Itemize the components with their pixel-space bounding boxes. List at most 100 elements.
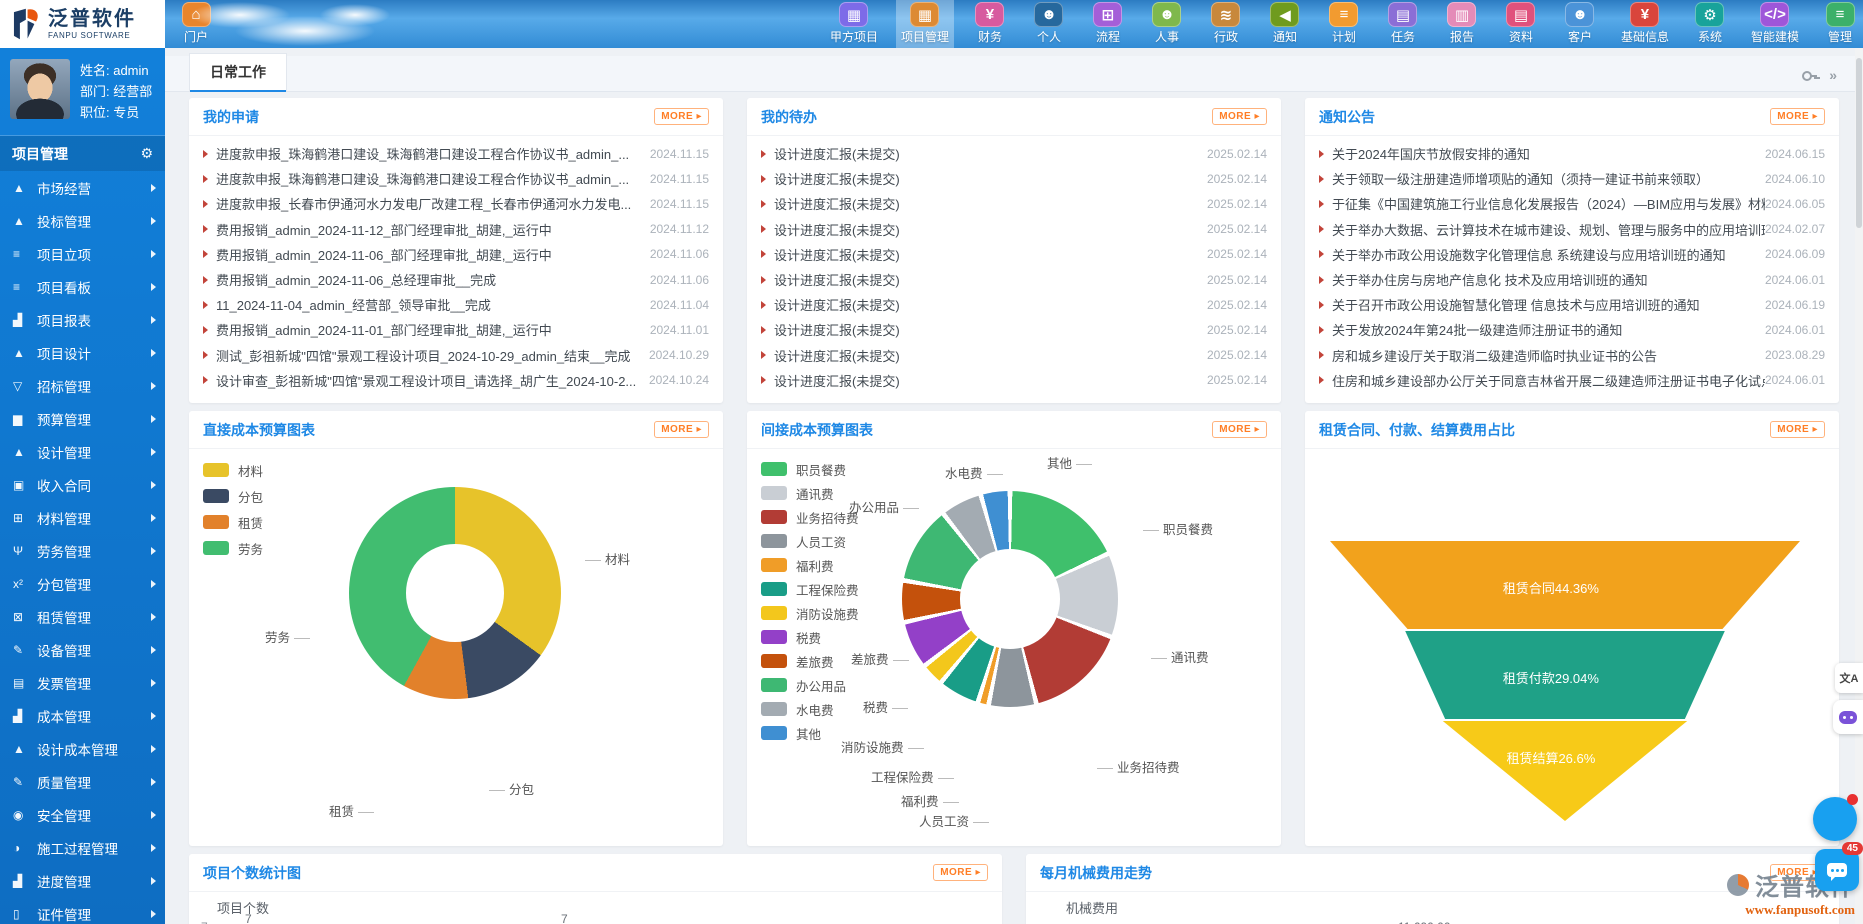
list-item[interactable]: 关于领取一级注册建造师增项贴的通知（须持一建证书前来领取） 2024.06.10	[1319, 166, 1825, 191]
funnel-segment[interactable]	[1330, 721, 1800, 821]
sidebar-menu-item[interactable]: ▟ 成本管理	[0, 699, 165, 732]
top-nav-item[interactable]: ☻ 个人	[1026, 0, 1072, 48]
legend-item[interactable]: 办公用品	[761, 673, 859, 697]
top-nav-item[interactable]: ▦ 项目管理	[896, 0, 954, 48]
list-item[interactable]: 关于2024年国庆节放假安排的通知 2024.06.15	[1319, 141, 1825, 166]
list-item[interactable]: 关于举办住房与房地产信息化 技术及应用培训班的通知 2024.06.01	[1319, 267, 1825, 292]
sidebar-menu-item[interactable]: ▤ 发票管理	[0, 666, 165, 699]
sidebar-menu-item[interactable]: ▯ 证件管理	[0, 897, 165, 924]
tab-daily-work[interactable]: 日常工作	[189, 53, 287, 91]
sidebar-menu-item[interactable]: ⊠ 租赁管理	[0, 600, 165, 633]
sidebar-menu-item[interactable]: ✎ 质量管理	[0, 765, 165, 798]
list-item[interactable]: 设计进度汇报(未提交) 2025.02.14	[761, 368, 1267, 393]
sidebar-menu-item[interactable]: ▲ 设计成本管理	[0, 732, 165, 765]
more-button[interactable]: MORE ▸	[1212, 421, 1267, 438]
list-item[interactable]: 设计进度汇报(未提交) 2025.02.14	[761, 166, 1267, 191]
more-button[interactable]: MORE ▸	[654, 108, 709, 125]
list-item[interactable]: 住房和城乡建设部办公厅关于同意吉林省开展二级建造师注册证书电子化试点... 20…	[1319, 368, 1825, 393]
chatbot-widget[interactable]	[1833, 700, 1863, 734]
sidebar-menu-item[interactable]: ◉ 安全管理	[0, 798, 165, 831]
list-item[interactable]: 设计进度汇报(未提交) 2025.02.14	[761, 317, 1267, 342]
list-item[interactable]: 关于发放2024年第24批一级建造师注册证书的通知 2024.06.01	[1319, 317, 1825, 342]
legend-item[interactable]: 人员工资	[761, 529, 859, 553]
list-item[interactable]: 费用报销_admin_2024-11-06_总经理审批__完成 2024.11.…	[203, 267, 709, 292]
top-nav-item[interactable]: ◀ 通知	[1262, 0, 1308, 48]
list-item[interactable]: 设计进度汇报(未提交) 2025.02.14	[761, 242, 1267, 267]
sidebar-menu-item[interactable]: ▆ 预算管理	[0, 402, 165, 435]
scrollbar-thumb[interactable]	[1856, 58, 1862, 228]
sidebar-menu-item[interactable]: ▟ 进度管理	[0, 864, 165, 897]
legend-item[interactable]: 水电费	[761, 697, 859, 721]
gear-icon[interactable]: ⚙	[140, 145, 153, 162]
top-nav-item[interactable]: ☻ 客户	[1557, 0, 1603, 48]
nav-portal[interactable]: ⌂ 门户	[173, 0, 219, 48]
sidebar-menu-item[interactable]: Ψ 劳务管理	[0, 534, 165, 567]
legend-item[interactable]: 劳务	[203, 535, 263, 561]
list-item[interactable]: 设计进度汇报(未提交) 2025.02.14	[761, 292, 1267, 317]
key-icon[interactable]	[1801, 67, 1817, 83]
translate-widget[interactable]: 文A	[1835, 663, 1863, 693]
legend-item[interactable]: 福利费	[761, 553, 859, 577]
sidebar-menu-item[interactable]: x² 分包管理	[0, 567, 165, 600]
list-item[interactable]: 费用报销_admin_2024-11-06_部门经理审批_胡建,_运行中 202…	[203, 242, 709, 267]
sidebar-menu-item[interactable]: ≡ 项目看板	[0, 270, 165, 303]
funnel[interactable]: 租赁合同44.36% 租赁付款29.04% 租赁结算26.6%	[1330, 541, 1800, 826]
list-item[interactable]: 设计进度汇报(未提交) 2025.02.14	[761, 141, 1267, 166]
sidebar-menu-item[interactable]: ▲ 市场经营	[0, 171, 165, 204]
list-item[interactable]: 关于举办大数据、云计算技术在城市建设、规划、管理与服务中的应用培训班... 20…	[1319, 217, 1825, 242]
legend-item[interactable]: 业务招待费	[761, 505, 859, 529]
top-nav-item[interactable]: ⊞ 流程	[1085, 0, 1131, 48]
legend-item[interactable]: 差旅费	[761, 649, 859, 673]
sidebar-menu-item[interactable]: ⊞ 材料管理	[0, 501, 165, 534]
legend-item[interactable]: 税费	[761, 625, 859, 649]
sidebar-menu-item[interactable]: ≡ 项目立项	[0, 237, 165, 270]
top-nav-item[interactable]: ▤ 资料	[1498, 0, 1544, 48]
list-item[interactable]: 关于召开市政公用设施智慧化管理 信息技术与应用培训班的通知 2024.06.19	[1319, 292, 1825, 317]
collapse-panel-icon[interactable]: »	[1829, 68, 1837, 82]
legend-item[interactable]: 工程保险费	[761, 577, 859, 601]
sidebar-menu-item[interactable]: ✎ 设备管理	[0, 633, 165, 666]
top-nav-item[interactable]: ¥ 基础信息	[1616, 0, 1674, 48]
list-item[interactable]: 进度款申报_长春市伊通河水力发电厂改建工程_长春市伊通河水力发电... 2024…	[203, 191, 709, 216]
legend-item[interactable]: 分包	[203, 483, 263, 509]
legend-item[interactable]: 材料	[203, 457, 263, 483]
list-item[interactable]: 设计进度汇报(未提交) 2025.02.14	[761, 343, 1267, 368]
top-nav-item[interactable]: ⚙ 系统	[1687, 0, 1733, 48]
top-nav-item[interactable]: ☻ 人事	[1144, 0, 1190, 48]
more-button[interactable]: MORE ▸	[1770, 421, 1825, 438]
more-button[interactable]: MORE ▸	[933, 864, 988, 881]
list-item[interactable]: 于征集《中国建筑施工行业信息化发展报告（2024）—BIM应用与发展》材料...…	[1319, 191, 1825, 216]
legend-item[interactable]: 租赁	[203, 509, 263, 535]
sidebar-menu-item[interactable]: ▣ 收入合同	[0, 468, 165, 501]
top-nav-item[interactable]: ▦ 甲方项目	[825, 0, 883, 48]
legend-item[interactable]: 通讯费	[761, 481, 859, 505]
list-item[interactable]: 11_2024-11-04_admin_经营部_领导审批__完成 2024.11…	[203, 292, 709, 317]
sidebar-menu-item[interactable]: ◑ 施工过程管理	[0, 831, 165, 864]
sidebar-menu-item[interactable]: ▲ 设计管理	[0, 435, 165, 468]
more-button[interactable]: MORE ▸	[1770, 108, 1825, 125]
list-item[interactable]: 设计进度汇报(未提交) 2025.02.14	[761, 217, 1267, 242]
legend-item[interactable]: 消防设施费	[761, 601, 859, 625]
chat-widget[interactable]: 45	[1815, 849, 1859, 891]
top-nav-item[interactable]: ¥ 财务	[967, 0, 1013, 48]
legend-item[interactable]: 职员餐费	[761, 457, 859, 481]
more-button[interactable]: MORE ▸	[654, 421, 709, 438]
list-item[interactable]: 设计审查_彭祖新城"四馆"景观工程设计项目_请选择_胡广生_2024-10-2.…	[203, 368, 709, 393]
list-item[interactable]: 进度款申报_珠海鹤港口建设_珠海鹤港口建设工程合作协议书_admin_... 2…	[203, 141, 709, 166]
more-button[interactable]: MORE ▸	[1212, 108, 1267, 125]
notification-bubble[interactable]	[1813, 797, 1857, 841]
top-nav-item[interactable]: ▤ 任务	[1380, 0, 1426, 48]
sidebar-menu-item[interactable]: ▲ 投标管理	[0, 204, 165, 237]
donut-chart[interactable]	[349, 487, 561, 699]
top-nav-item[interactable]: </> 智能建模	[1746, 0, 1804, 48]
list-item[interactable]: 费用报销_admin_2024-11-01_部门经理审批_胡建,_运行中 202…	[203, 317, 709, 342]
donut-chart[interactable]	[902, 491, 1118, 707]
list-item[interactable]: 费用报销_admin_2024-11-12_部门经理审批_胡建,_运行中 202…	[203, 217, 709, 242]
list-item[interactable]: 关于举办市政公用设施数字化管理信息 系统建设与应用培训班的通知 2024.06.…	[1319, 242, 1825, 267]
top-nav-item[interactable]: ≡ 计划	[1321, 0, 1367, 48]
sidebar-menu-item[interactable]: ▽ 招标管理	[0, 369, 165, 402]
sidebar-menu-item[interactable]: ▲ 项目设计	[0, 336, 165, 369]
list-item[interactable]: 设计进度汇报(未提交) 2025.02.14	[761, 267, 1267, 292]
list-item[interactable]: 进度款申报_珠海鹤港口建设_珠海鹤港口建设工程合作协议书_admin_... 2…	[203, 166, 709, 191]
top-nav-item[interactable]: ≋ 行政	[1203, 0, 1249, 48]
